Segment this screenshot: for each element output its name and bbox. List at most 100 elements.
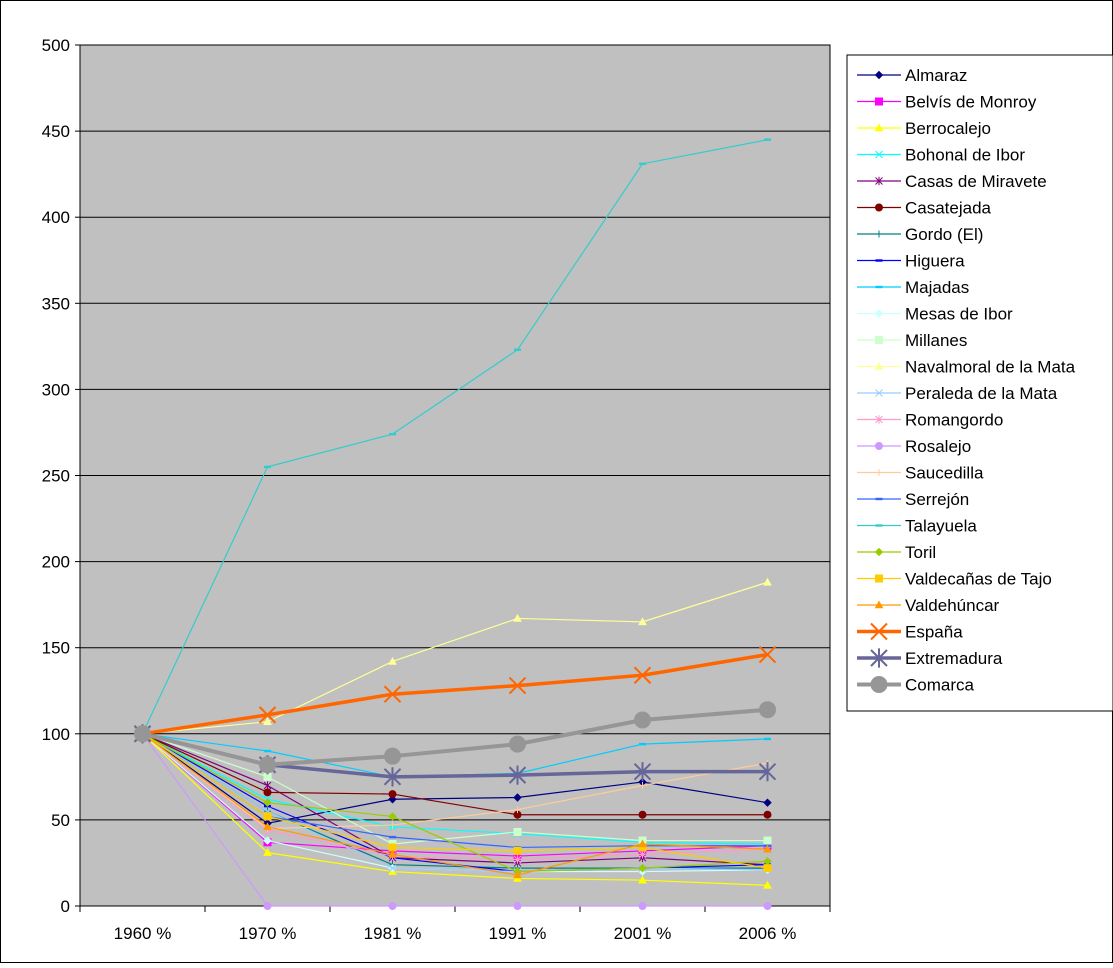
data-point xyxy=(763,810,772,819)
legend-marker xyxy=(875,524,883,527)
data-point xyxy=(638,863,647,873)
data-point xyxy=(638,902,647,910)
y-tick-label: 300 xyxy=(42,380,70,399)
legend-label: Saucedilla xyxy=(905,464,984,483)
legend-item-valdecanas-de-tajo: Valdecañas de Tajo xyxy=(857,570,1052,589)
legend-item-bohonal-de-ibor: Bohonal de Ibor xyxy=(857,146,1025,165)
legend-marker xyxy=(875,97,883,106)
data-point xyxy=(763,864,772,873)
legend-label: Toril xyxy=(905,543,936,562)
legend-label: Casas de Miravete xyxy=(905,172,1047,191)
series-line xyxy=(141,139,768,735)
legend-label: Millanes xyxy=(905,331,967,350)
data-point xyxy=(759,701,776,719)
data-point xyxy=(639,162,646,166)
legend-marker xyxy=(874,600,884,609)
data-point xyxy=(763,836,772,845)
series-line xyxy=(142,581,768,735)
legend-marker xyxy=(870,622,888,641)
legend-marker xyxy=(874,123,884,132)
data-point xyxy=(638,810,647,819)
data-point xyxy=(508,765,527,785)
series-line xyxy=(142,733,768,873)
data-point xyxy=(263,717,272,726)
data-point xyxy=(263,772,272,781)
series-line xyxy=(142,652,768,736)
data-point xyxy=(513,613,522,622)
legend-label: Valdehúncar xyxy=(905,596,1000,615)
legend-marker xyxy=(874,547,884,557)
data-point xyxy=(508,676,527,695)
legend-label: Valdecañas de Tajo xyxy=(905,570,1052,589)
series-comarca xyxy=(134,701,776,774)
data-point xyxy=(513,827,522,836)
y-tick-label: 50 xyxy=(51,811,70,830)
x-tick-label: 1991 % xyxy=(489,924,547,943)
data-point xyxy=(513,902,522,910)
series-espana xyxy=(133,645,777,743)
legend-marker xyxy=(875,497,883,501)
y-tick-label: 400 xyxy=(42,208,70,227)
series-line xyxy=(142,733,768,876)
data-point xyxy=(513,793,522,802)
data-point xyxy=(389,432,396,436)
data-point xyxy=(264,465,271,469)
legend-marker xyxy=(874,309,884,318)
legend-item-belvis-de-monroy: Belvís de Monroy xyxy=(857,93,1037,112)
data-point xyxy=(388,812,397,821)
legend-label: Higuera xyxy=(905,252,965,271)
legend-marker xyxy=(875,442,883,450)
data-point xyxy=(513,846,522,855)
legend-marker xyxy=(870,648,888,668)
data-point xyxy=(263,822,272,831)
y-tick-label: 350 xyxy=(42,294,70,313)
data-point xyxy=(263,836,272,845)
x-tick-label: 2001 % xyxy=(614,924,672,943)
y-tick-label: 150 xyxy=(42,639,70,658)
data-point xyxy=(633,666,652,684)
data-point xyxy=(263,788,272,797)
legend-label: Casatejada xyxy=(905,199,992,218)
y-tick-label: 250 xyxy=(42,467,70,486)
series-line xyxy=(142,733,768,866)
legend-item-navalmoral-de-la-mata: Navalmoral de la Mata xyxy=(857,358,1076,377)
series-line xyxy=(142,733,768,830)
data-point xyxy=(513,855,522,864)
data-point xyxy=(259,756,276,774)
legend-item-rosalejo: Rosalejo xyxy=(857,437,971,456)
series-line xyxy=(142,733,768,816)
legend-label: Navalmoral de la Mata xyxy=(905,358,1076,377)
data-point xyxy=(758,645,777,664)
data-point xyxy=(514,806,521,814)
legend-marker xyxy=(870,676,888,693)
data-point xyxy=(513,870,522,879)
series-line xyxy=(142,707,768,767)
legend-label: Almaraz xyxy=(905,66,967,85)
data-point xyxy=(763,844,772,853)
legend-label: Bohonal de Ibor xyxy=(905,146,1025,165)
legend-label: Berrocalejo xyxy=(905,119,991,138)
legend-label: Peraleda de la Mata xyxy=(905,384,1058,403)
legend-label: Gordo (El) xyxy=(905,225,983,244)
legend-label: Comarca xyxy=(905,676,975,695)
data-point xyxy=(639,781,646,789)
legend-item-casatejada: Casatejada xyxy=(857,199,992,218)
data-point xyxy=(509,735,526,753)
data-point xyxy=(764,138,771,141)
series-line xyxy=(142,733,768,886)
legend-item-higuera: Higuera xyxy=(857,252,965,271)
legend-marker xyxy=(875,203,883,212)
data-point xyxy=(388,902,397,910)
legend-label: Majadas xyxy=(905,278,969,297)
legend-item-serrejon: Serrejón xyxy=(857,490,969,509)
series-line xyxy=(142,733,768,907)
legend-item-romangordo: Romangordo xyxy=(857,411,1003,430)
legend-label: Romangordo xyxy=(905,411,1003,430)
data-point xyxy=(263,812,272,821)
legend-item-saucedilla: Saucedilla xyxy=(857,464,984,483)
data-point xyxy=(763,577,772,586)
y-tick-label: 100 xyxy=(42,725,70,744)
legend-item-talayuela: Talayuela xyxy=(857,517,977,536)
